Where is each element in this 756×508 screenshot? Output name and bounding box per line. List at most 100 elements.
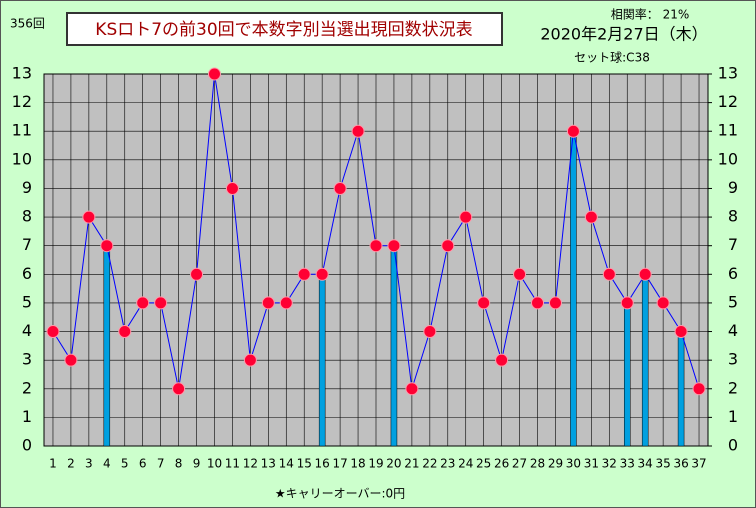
x-tick-label: 8 — [175, 457, 183, 471]
marker — [243, 353, 257, 367]
marker — [154, 296, 168, 310]
y-tick-label: 10 — [12, 149, 32, 168]
x-tick-label: 36 — [673, 457, 688, 471]
marker — [531, 296, 545, 310]
carryover: ★キャリーオーバー:0円 — [275, 487, 405, 501]
x-tick-label: 24 — [458, 457, 473, 471]
bar — [318, 274, 326, 447]
y2-tick-label: 10 — [718, 149, 738, 168]
marker — [459, 210, 473, 224]
y2-tick-label: 13 — [718, 64, 738, 83]
x-tick-label: 16 — [315, 457, 330, 471]
marker — [136, 296, 150, 310]
y2-tick-label: 4 — [728, 321, 738, 340]
y-tick-label: 0 — [22, 436, 32, 455]
x-tick-label: 10 — [207, 457, 222, 471]
y-tick-label: 11 — [12, 121, 32, 140]
y2-tick-label: 3 — [728, 350, 738, 369]
y2-tick-label: 2 — [728, 378, 738, 397]
y-tick-label: 6 — [22, 264, 32, 283]
x-tick-label: 9 — [193, 457, 201, 471]
marker — [674, 325, 688, 339]
y-tick-label: 3 — [22, 350, 32, 369]
y2-tick-label: 0 — [728, 436, 738, 455]
y2-tick-label: 12 — [718, 92, 738, 111]
x-tick-label: 28 — [530, 457, 545, 471]
y2-tick-label: 1 — [728, 407, 738, 426]
marker — [46, 325, 60, 339]
x-tick-label: 6 — [139, 457, 147, 471]
bar — [390, 245, 398, 447]
x-tick-label: 5 — [121, 457, 129, 471]
marker — [584, 210, 598, 224]
x-tick-label: 15 — [297, 457, 312, 471]
marker — [656, 296, 670, 310]
marker — [495, 353, 509, 367]
marker — [351, 124, 365, 138]
bar — [623, 302, 631, 447]
x-tick-label: 21 — [404, 457, 419, 471]
marker — [118, 325, 132, 339]
x-tick-label: 7 — [157, 457, 165, 471]
y2-tick-label: 6 — [728, 264, 738, 283]
marker — [387, 239, 401, 253]
x-tick-label: 18 — [350, 457, 365, 471]
marker — [405, 382, 419, 396]
marker — [620, 296, 634, 310]
y-tick-label: 8 — [22, 207, 32, 226]
x-tick-label: 20 — [386, 457, 401, 471]
y2-tick-label: 8 — [728, 207, 738, 226]
x-tick-label: 22 — [422, 457, 437, 471]
x-tick-label: 29 — [548, 457, 563, 471]
title-box — [66, 12, 503, 46]
bar — [103, 245, 111, 447]
draw-number: 356回 — [10, 17, 45, 31]
x-tick-label: 35 — [655, 457, 670, 471]
x-tick-label: 23 — [440, 457, 455, 471]
x-tick-label: 27 — [512, 457, 527, 471]
y-tick-label: 4 — [22, 321, 32, 340]
bar — [641, 274, 649, 447]
date: 2020年2月27日（木） — [540, 25, 707, 44]
y-tick-label: 13 — [12, 64, 32, 83]
y-tick-label: 7 — [22, 235, 32, 254]
marker — [477, 296, 491, 310]
marker — [261, 296, 275, 310]
marker — [602, 267, 616, 281]
y2-tick-label: 11 — [718, 121, 738, 140]
x-tick-label: 31 — [584, 457, 599, 471]
x-tick-label: 1 — [49, 457, 57, 471]
x-tick-label: 2 — [67, 457, 75, 471]
x-tick-label: 33 — [620, 457, 635, 471]
marker — [513, 267, 527, 281]
y-tick-label: 2 — [22, 378, 32, 397]
bar — [677, 331, 685, 447]
marker — [207, 67, 221, 81]
marker — [315, 267, 329, 281]
x-tick-label: 37 — [691, 457, 706, 471]
marker — [100, 239, 114, 253]
marker — [225, 181, 239, 195]
set-ball: セット球:C38 — [574, 51, 650, 65]
y2-tick-label: 9 — [728, 178, 738, 197]
marker — [548, 296, 562, 310]
y-tick-label: 12 — [12, 92, 32, 111]
x-tick-label: 34 — [638, 457, 653, 471]
y-tick-label: 1 — [22, 407, 32, 426]
marker — [423, 325, 437, 339]
x-tick-label: 30 — [566, 457, 581, 471]
marker — [692, 382, 706, 396]
x-tick-label: 32 — [602, 457, 617, 471]
x-tick-label: 17 — [332, 457, 347, 471]
marker — [172, 382, 186, 396]
bar — [570, 130, 577, 447]
marker — [82, 210, 96, 224]
marker — [297, 267, 311, 281]
marker — [333, 181, 347, 195]
y2-tick-label: 7 — [728, 235, 738, 254]
x-tick-label: 11 — [225, 457, 240, 471]
chart-title: KSロト7の前30回で本数字別当選出現回数状況表 — [95, 20, 472, 40]
x-tick-label: 4 — [103, 457, 111, 471]
marker — [441, 239, 455, 253]
x-tick-label: 26 — [494, 457, 509, 471]
